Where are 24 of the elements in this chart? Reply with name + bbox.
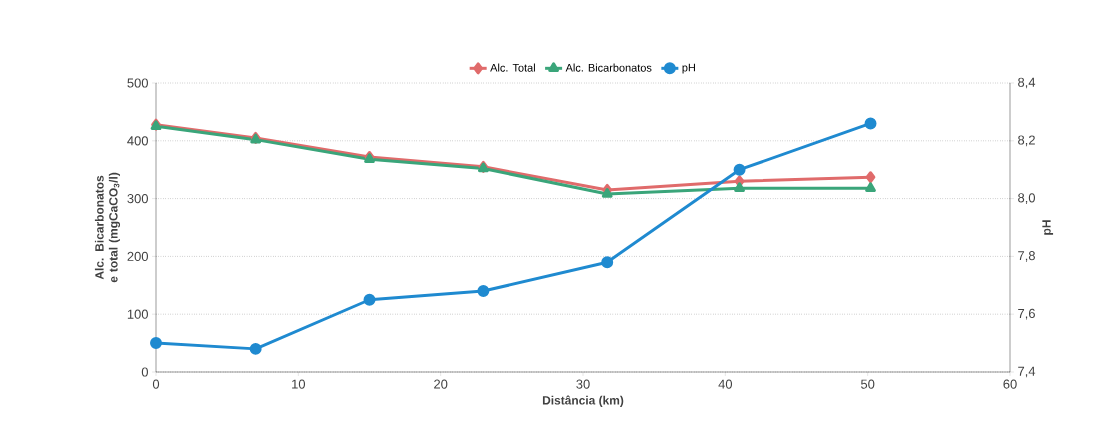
x-tick-label: 20 bbox=[434, 379, 448, 389]
y2-tick-label: 7,4 bbox=[1018, 366, 1036, 378]
y2-tick-label: 7,8 bbox=[1018, 251, 1035, 262]
x-tick-label: 40 bbox=[718, 379, 733, 389]
legend-label: Alc. Bicarbonatos bbox=[565, 63, 652, 72]
y-tick-label: 300 bbox=[127, 194, 148, 204]
y2-tick-label: 7,6 bbox=[1018, 308, 1035, 320]
legend-label: Alc. Total bbox=[490, 63, 535, 72]
y2-tick-label: 8,2 bbox=[1018, 135, 1035, 147]
x-tick-label: 50 bbox=[860, 379, 875, 389]
y-tick-label: 0 bbox=[141, 367, 148, 377]
y-tick-label: 400 bbox=[127, 136, 148, 146]
y2-axis-title: pH bbox=[1042, 220, 1054, 235]
y-tick-label: 500 bbox=[127, 78, 148, 88]
x-tick-label: 60 bbox=[1003, 379, 1017, 389]
y-tick-label: 200 bbox=[127, 251, 148, 261]
y-tick-label: 100 bbox=[127, 309, 148, 319]
x-tick-label: 30 bbox=[576, 379, 590, 389]
y2-tick-label: 8,4 bbox=[1018, 77, 1036, 89]
y2-tick-label: 8,0 bbox=[1018, 193, 1036, 204]
x-tick-label: 10 bbox=[292, 379, 306, 389]
legend-label: pH bbox=[682, 63, 695, 74]
x-axis-title: Distância (km) bbox=[542, 395, 624, 407]
x-tick-label: 0 bbox=[152, 379, 160, 389]
